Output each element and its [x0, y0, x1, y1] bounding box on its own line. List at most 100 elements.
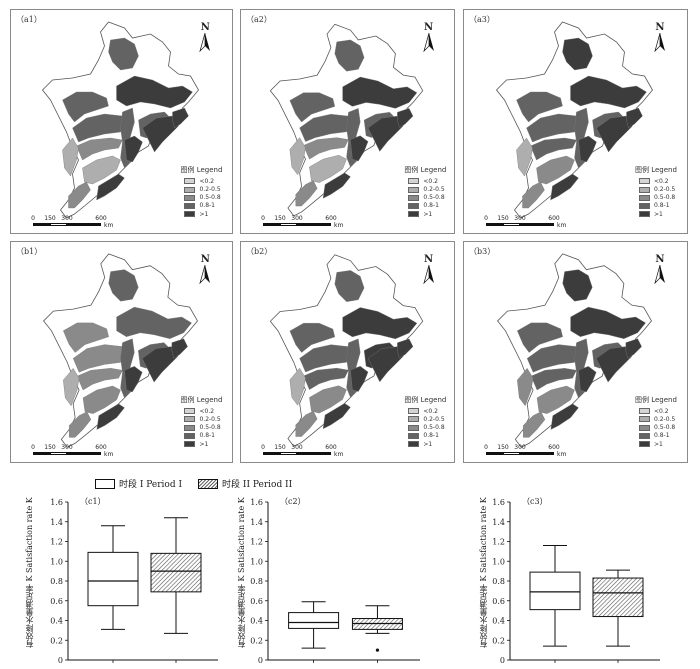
- legend-swatch-period-2: [198, 478, 219, 489]
- map-region: [96, 173, 125, 201]
- map-region: [309, 385, 347, 414]
- scale-tick-label: 0: [31, 444, 35, 451]
- map-region: [562, 37, 593, 71]
- map-legend-item: 0.5-0.8: [639, 424, 677, 432]
- scale-tick-label: 0: [31, 215, 35, 222]
- scale-bar-graphic: [263, 223, 331, 226]
- scale-bar: 0 150 300 600 km: [31, 215, 133, 229]
- map-legend-title: 图例 Legend: [635, 396, 677, 405]
- y-tick-label: 0.4: [492, 617, 505, 626]
- map-legend-label: 0.8-1: [654, 432, 670, 440]
- scale-bar-graphic: [486, 223, 554, 226]
- north-letter: N: [655, 22, 665, 33]
- map-region: [116, 75, 193, 109]
- map-panel-a2: （a2） N 图例 Legend <0.2 0.2-0.5 0.5-0.8 0.8-1 >1 0…: [240, 9, 455, 234]
- boxplot-legend: 时段 I Period I 时段 II Period II: [95, 477, 308, 490]
- map-region: [578, 366, 597, 393]
- map-region: [570, 306, 646, 339]
- map-panel-label: （b3）: [469, 247, 496, 256]
- map-legend-swatch: [639, 178, 650, 185]
- map-panel-label: （a2）: [246, 15, 272, 24]
- map-region: [516, 137, 533, 177]
- y-tick-label: 1.4: [50, 518, 63, 527]
- scale-tick-label: 300: [61, 215, 73, 222]
- map-region: [124, 366, 143, 393]
- box-iqr: [592, 577, 644, 618]
- map-legend-item: 0.5-0.8: [639, 194, 677, 202]
- scale-unit: km: [104, 451, 114, 458]
- map-legend-label: 0.5-0.8: [423, 194, 445, 202]
- map-legend-swatch: [184, 408, 196, 415]
- map-panel-b1: （b1） N 图例 Legend <0.2 0.2-0.5 0.5-0.8 0.8-1 >1 0…: [10, 241, 233, 463]
- map-region: [120, 338, 135, 399]
- map-legend-item: <0.2: [639, 407, 677, 415]
- map-region: [334, 39, 365, 72]
- legend-swatch-period-1: [95, 478, 115, 489]
- scale-tick-label: 0: [484, 215, 488, 222]
- map-legend-item: 0.5-0.8: [408, 424, 446, 432]
- map-legend-swatch: [639, 186, 650, 193]
- scale-bar-graphic: [263, 452, 331, 455]
- y-tick-label: 0.6: [250, 597, 263, 606]
- map-legend-label: 0.2-0.5: [199, 415, 221, 423]
- map-region: [76, 137, 123, 161]
- map-legend-label: 0.5-0.8: [654, 424, 676, 432]
- north-arrow-icon: N: [198, 22, 212, 53]
- map-svg: [269, 254, 424, 447]
- scale-bar: 0 150 300 600 km: [261, 444, 363, 458]
- map-region: [303, 137, 349, 160]
- map-legend-label: 0.5-0.8: [423, 424, 445, 432]
- map-legend-label: <0.2: [199, 177, 215, 185]
- scale-tick-label: 150: [497, 444, 509, 451]
- north-letter: N: [200, 254, 210, 265]
- scale-bar: 0 150 300 600 km: [261, 215, 363, 229]
- scale-tick-label: 150: [44, 444, 56, 451]
- map-region: [289, 92, 336, 123]
- map-region: [108, 269, 139, 302]
- map-region: [108, 37, 139, 71]
- map-svg: [269, 23, 424, 217]
- map-region: [289, 137, 306, 176]
- map-legend-label: >1: [423, 440, 433, 448]
- boxplot-panel-label: （c3）: [522, 497, 548, 506]
- scale-tick-label: 600: [325, 444, 337, 451]
- north-arrow-icon: N: [198, 254, 212, 285]
- map-legend-item: 0.8-1: [639, 202, 677, 210]
- map-legend-item: 0.8-1: [184, 432, 222, 440]
- map-legend-label: >1: [199, 210, 209, 218]
- legend-period-2: 时段 II Period II: [198, 477, 292, 490]
- boxplot-c3: 0 0.2 0.4 0.6 0.8 1.0 1.2 1.4 1.6 （c3） 有效降水量满足率 K …: [470, 490, 700, 669]
- map-legend-swatch: [408, 441, 420, 448]
- map-legend-swatch: [639, 424, 650, 431]
- map-legend-swatch: [408, 416, 420, 423]
- map-region: [342, 76, 418, 109]
- map-legend-label: 0.2-0.5: [423, 186, 445, 194]
- map-legend-swatch: [184, 211, 196, 218]
- map-region: [550, 403, 579, 430]
- scale-bar: 0 150 300 600 km: [484, 215, 586, 229]
- map-legend-item: 0.2-0.5: [184, 185, 222, 193]
- map-region: [62, 91, 109, 123]
- map-region: [172, 107, 189, 129]
- map-region: [516, 91, 563, 123]
- map-legend-item: 0.8-1: [408, 432, 446, 440]
- y-tick-label: 0.2: [492, 636, 505, 645]
- boxplot-svg: 0 0.2 0.4 0.6 0.8 1.0 1.2 1.4 1.6: [250, 498, 420, 665]
- map-legend-item: 0.5-0.8: [184, 194, 222, 202]
- scale-tick-label: 150: [274, 215, 286, 222]
- map-region: [171, 338, 188, 359]
- map-region: [309, 155, 347, 183]
- scale-tick-label: 150: [497, 215, 509, 222]
- map-legend-swatch: [184, 194, 196, 201]
- map-legend-swatch: [408, 178, 420, 185]
- map-legend-label: <0.2: [423, 177, 438, 185]
- legend-period-1: 时段 I Period I: [95, 477, 182, 490]
- scale-tick-label: 600: [95, 215, 107, 222]
- map-legend-swatch: [639, 416, 650, 423]
- y-tick-label: 1.4: [492, 518, 505, 527]
- scale-bar: 0 150 300 600 km: [484, 444, 586, 458]
- scale-tick-label: 600: [325, 215, 337, 222]
- scale-tick-label: 0: [261, 215, 265, 222]
- map-legend-label: 0.8-1: [654, 202, 670, 210]
- map-legend-swatch: [184, 432, 196, 439]
